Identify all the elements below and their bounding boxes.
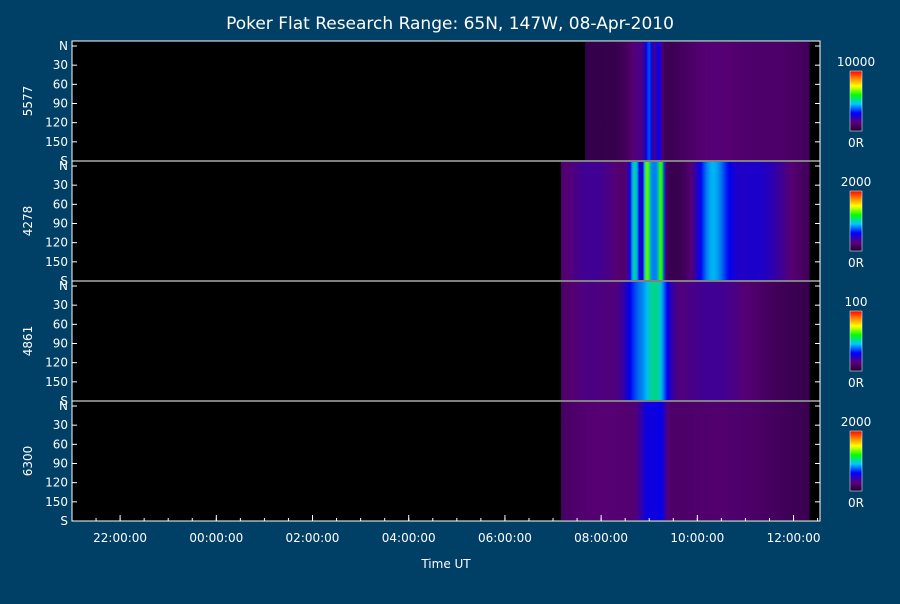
- colorbar-max-label: 2000: [841, 175, 872, 189]
- x-tick-label: 08:00:00: [574, 531, 628, 545]
- panel-5577: N 30 60 90 120 150 S 5577 10000 0R: [21, 39, 875, 168]
- x-tick-label: 00:00:00: [189, 531, 243, 545]
- y-tick-label: 30: [53, 178, 68, 192]
- y-tick-label: 60: [53, 77, 68, 91]
- y-tick-label: 120: [45, 356, 68, 370]
- y-tick-label: 90: [53, 457, 68, 471]
- x-axis: 22:00:00 00:00:00 02:00:00 04:00:00 06:00:00…: [71, 515, 821, 545]
- y-tick-label: 150: [45, 495, 68, 509]
- y-tick-label: 30: [53, 298, 68, 312]
- colorbar: [849, 310, 863, 372]
- colorbar-min-label: 0R: [848, 256, 864, 270]
- panel-4278: N 30 60 90 120 150 S 4278 2000 0R: [21, 159, 871, 288]
- y-tick-label: N: [59, 399, 68, 413]
- x-tick-label: 04:00:00: [382, 531, 436, 545]
- panel-label: 5577: [21, 86, 35, 117]
- panel-emission-map: [561, 282, 810, 400]
- x-tick-label: 22:00:00: [93, 531, 147, 545]
- panel-emission-map: [561, 162, 810, 280]
- x-tick-label: 02:00:00: [286, 531, 340, 545]
- y-tick-label: 60: [53, 317, 68, 331]
- colorbar: [849, 430, 863, 492]
- y-tick-label: S: [60, 514, 68, 528]
- y-tick-label: 30: [53, 418, 68, 432]
- x-tick-label: 06:00:00: [478, 531, 532, 545]
- chart-title: Poker Flat Research Range: 65N, 147W, 08…: [226, 14, 674, 34]
- colorbar-max-label: 100: [845, 295, 868, 309]
- panel-emission-map: [585, 42, 810, 160]
- y-tick-label: N: [59, 159, 68, 173]
- y-tick-label: S: [60, 274, 68, 288]
- y-tick-label: 120: [45, 476, 68, 490]
- y-tick-label: 90: [53, 337, 68, 351]
- y-tick-label: 150: [45, 135, 68, 149]
- panel-label: 4278: [21, 206, 35, 237]
- panel-frame: [71, 400, 821, 522]
- colorbar-min-label: 0R: [848, 496, 864, 510]
- colorbar-max-label: 10000: [837, 55, 875, 69]
- y-tick-label: 90: [53, 97, 68, 111]
- y-tick-label: 120: [45, 116, 68, 130]
- y-tick-label: 90: [53, 217, 68, 231]
- y-tick-label: 30: [53, 58, 68, 72]
- colorbar: [849, 190, 863, 252]
- y-tick-label: 60: [53, 197, 68, 211]
- y-tick-label: 150: [45, 375, 68, 389]
- x-tick-label: 10:00:00: [670, 531, 724, 545]
- y-tick-label: 150: [45, 255, 68, 269]
- y-tick-label: N: [59, 279, 68, 293]
- x-tick-label: 12:00:00: [767, 531, 821, 545]
- y-tick-label: 120: [45, 236, 68, 250]
- y-tick-label: S: [60, 154, 68, 168]
- panel-4861: N 30 60 90 120 150 S 4861 100 0R: [21, 279, 867, 408]
- y-tick-label: 60: [53, 437, 68, 451]
- panel-emission-map: [561, 402, 810, 520]
- panel-group: N 30 60 90 120 150 S 5577 10000 0R N 30 60 90 120 150 S 4…: [21, 39, 875, 528]
- colorbar-min-label: 0R: [848, 136, 864, 150]
- colorbar: [849, 70, 863, 132]
- colorbar-max-label: 2000: [841, 415, 872, 429]
- panel-label: 6300: [21, 446, 35, 477]
- panel-label: 4861: [21, 326, 35, 357]
- y-tick-label: N: [59, 39, 68, 53]
- colorbar-min-label: 0R: [848, 376, 864, 390]
- x-axis-label: Time UT: [420, 557, 471, 571]
- y-tick-label: S: [60, 394, 68, 408]
- panel-6300: N 30 60 90 120 150 S 6300 2000 0R: [21, 399, 871, 528]
